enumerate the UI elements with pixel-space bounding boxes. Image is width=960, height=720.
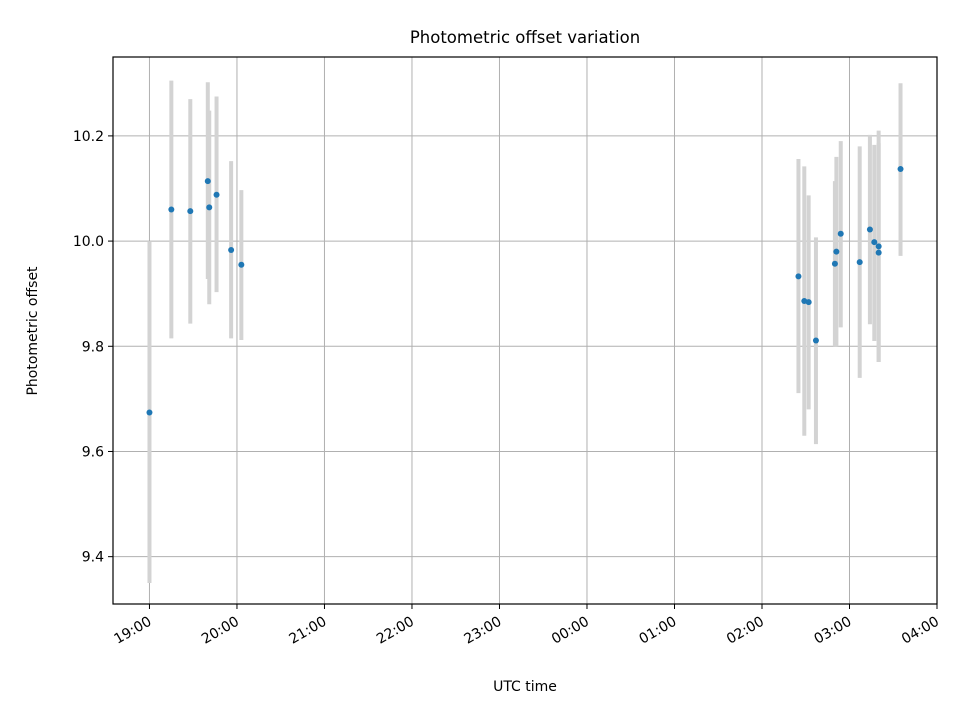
y-axis-ticks: 9.4 9.6 9.8 10.0 10.2 <box>73 129 113 566</box>
data-point <box>837 230 844 237</box>
data-point <box>238 261 245 268</box>
data-point <box>187 208 194 215</box>
y-tick-label: 9.8 <box>82 339 104 355</box>
x-tick-label: 03:00 <box>812 614 855 648</box>
data-point <box>866 226 873 233</box>
x-tick-label: 01:00 <box>637 614 680 648</box>
x-tick-label: 22:00 <box>374 614 417 648</box>
data-point <box>831 260 838 267</box>
data-point <box>146 409 153 416</box>
data-point <box>805 299 812 306</box>
data-points <box>146 166 904 416</box>
y-tick-label: 10.2 <box>73 129 104 145</box>
data-point <box>206 204 213 211</box>
x-tick-label: 20:00 <box>199 614 242 648</box>
x-tick-label: 19:00 <box>112 614 155 648</box>
x-tick-label: 00:00 <box>549 614 592 648</box>
data-point <box>875 249 882 256</box>
error-bars <box>147 80 903 583</box>
y-axis-label: Photometric offset <box>25 266 41 396</box>
x-axis-ticks: 19:00 20:00 21:00 22:00 23:00 00:00 01:00 02:00… <box>112 604 942 648</box>
data-point <box>871 239 878 246</box>
data-point <box>213 191 220 198</box>
data-point <box>856 259 863 266</box>
data-point <box>795 273 802 280</box>
x-axis-label: UTC time <box>493 679 557 695</box>
data-point <box>897 166 904 173</box>
data-point <box>228 247 235 254</box>
x-tick-label: 21:00 <box>287 614 330 648</box>
plot-frame <box>112 56 938 605</box>
data-point <box>833 248 840 255</box>
x-tick-label: 04:00 <box>899 614 942 648</box>
data-point <box>875 243 882 250</box>
chart-title: Photometric offset variation <box>410 28 640 47</box>
x-tick-label: 23:00 <box>462 614 505 648</box>
x-tick-label: 02:00 <box>724 614 767 648</box>
y-tick-label: 9.6 <box>82 444 104 460</box>
grid-lines <box>113 57 938 604</box>
data-point <box>204 178 211 185</box>
y-tick-label: 9.4 <box>82 550 104 566</box>
data-point <box>812 337 819 344</box>
y-tick-label: 10.0 <box>73 234 104 250</box>
data-point <box>168 206 175 213</box>
